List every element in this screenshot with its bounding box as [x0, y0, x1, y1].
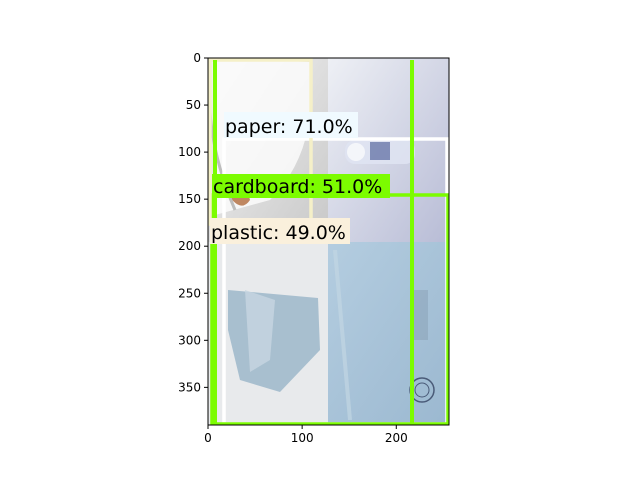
plastic-label-text: plastic: 49.0%	[211, 222, 346, 244]
y-tick-label: 200	[178, 239, 201, 253]
paper-label-text: paper: 71.0%	[225, 116, 353, 138]
cardboard-label-background	[212, 174, 390, 198]
plastic-label: plastic: 49.0%	[210, 218, 350, 244]
y-tick-label: 350	[178, 380, 201, 394]
cardboard-label: cardboard: 51.0%	[212, 174, 390, 198]
y-tick-label: 250	[178, 286, 201, 300]
x-tick-label: 100	[291, 431, 314, 445]
y-tick-label: 50	[186, 98, 201, 112]
y-tick-label: 0	[193, 51, 201, 65]
x-tick-label: 0	[204, 431, 212, 445]
cardboard-sheet-photo	[328, 242, 449, 425]
x-tick-label: 200	[385, 431, 408, 445]
paper-torn-photo	[208, 242, 328, 425]
glass-bottle-photo	[328, 58, 449, 242]
plastic-label-background	[210, 218, 350, 244]
paper-label-background	[224, 112, 358, 138]
y-tick-label: 300	[178, 333, 201, 347]
y-tick-label: 150	[178, 192, 201, 206]
y-tick-label: 100	[178, 145, 201, 159]
paper-label: paper: 71.0%	[224, 112, 358, 138]
plot-frame	[207, 57, 450, 426]
cardboard-label-text: cardboard: 51.0%	[213, 176, 382, 198]
